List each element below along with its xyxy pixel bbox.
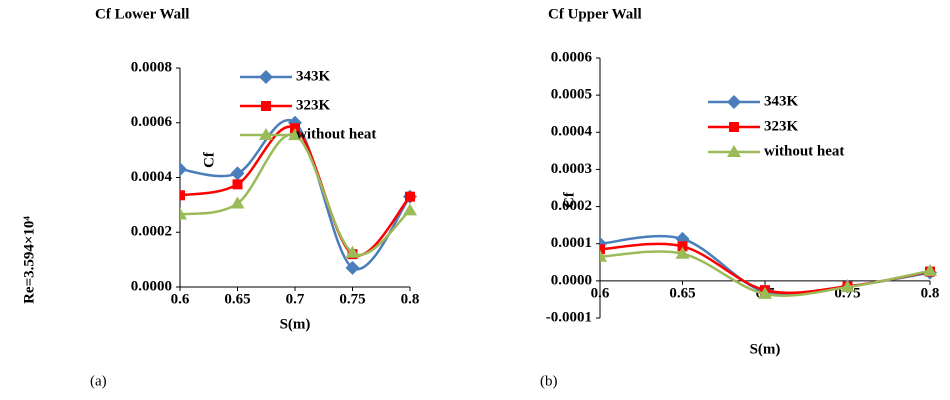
chart-title: Cf Upper Wall (548, 6, 642, 22)
legend-label: 343K (296, 68, 331, 84)
plot-area (180, 115, 417, 275)
x-tick-label: 0.6 (591, 285, 610, 301)
legend-label: 323K (296, 97, 331, 113)
marker (259, 128, 273, 140)
x-tick-label: 0.6 (171, 291, 190, 307)
marker (345, 260, 360, 275)
y-tick-label: 0.0005 (551, 87, 592, 103)
y-tick-label: 0.0008 (131, 59, 172, 75)
marker (180, 190, 185, 201)
series-line (180, 125, 411, 257)
y-tick-label: -0.0001 (546, 309, 592, 325)
y-tick-label: 0.0002 (131, 224, 172, 240)
marker (230, 166, 245, 181)
y-tick-label: 0.0006 (131, 114, 173, 130)
marker (345, 245, 360, 258)
legend-label: 343K (764, 93, 799, 109)
marker (288, 128, 302, 141)
x-axis-label: S(m) (750, 341, 781, 357)
marker (758, 286, 772, 299)
marker (230, 196, 245, 209)
marker (405, 191, 415, 202)
y-tick-label: 0.0000 (131, 278, 172, 294)
y-tick-label: 0.0000 (551, 272, 592, 288)
y-tick-label: 0.0004 (551, 124, 593, 140)
marker (600, 244, 605, 255)
marker (232, 179, 243, 190)
marker (677, 241, 688, 252)
x-tick-label: 0.65 (224, 291, 250, 307)
legend-label: without heat (764, 143, 844, 159)
chart-title: Cf Lower Wall (95, 6, 189, 22)
legend-label: 323K (764, 118, 799, 134)
x-tick-label: 0.65 (669, 285, 695, 301)
x-tick-label: 0.8 (921, 285, 940, 301)
marker (840, 280, 855, 293)
panel-label: (b) (540, 373, 558, 389)
x-axis-label: S(m) (280, 316, 311, 332)
y-tick-label: 0.0004 (131, 169, 173, 185)
x-tick-label: 0.75 (339, 291, 365, 307)
y-tick-label: 0.0001 (551, 235, 592, 251)
y-tick-label: 0.0006 (551, 49, 593, 65)
x-tick-label: 0.8 (401, 291, 420, 307)
marker (180, 162, 187, 177)
marker (727, 95, 741, 109)
panel-label: (a) (90, 373, 107, 389)
plot-area (600, 231, 937, 299)
y-axis-label: Cf (561, 191, 577, 208)
y-tick-label: 0.0003 (551, 161, 592, 177)
side-label: Re=3.594×10⁴ (21, 216, 37, 304)
legend-label: without heat (296, 126, 376, 142)
marker (259, 70, 273, 84)
marker (403, 203, 417, 216)
y-tick-label: 0.0002 (551, 198, 592, 214)
marker (600, 249, 607, 262)
y-axis-label: Cf (201, 151, 217, 168)
marker (261, 101, 271, 111)
x-tick-label: 0.7 (286, 291, 305, 307)
marker (675, 246, 690, 259)
marker (729, 122, 739, 132)
marker (180, 207, 187, 220)
marker (923, 263, 937, 276)
marker (727, 145, 741, 157)
